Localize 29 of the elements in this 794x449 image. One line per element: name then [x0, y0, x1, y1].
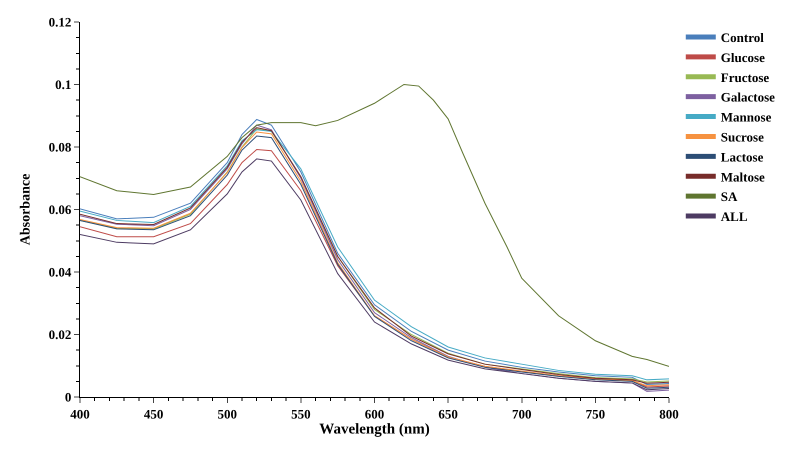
- x-tick-label: 750: [586, 406, 606, 422]
- y-tick-label: 0.12: [48, 14, 72, 30]
- legend-label: Maltose: [720, 169, 766, 184]
- y-axis-title: Absorbance: [18, 174, 34, 246]
- x-tick-label: 500: [218, 406, 237, 422]
- x-tick-label: 400: [70, 406, 90, 422]
- y-tick-label: 0.08: [48, 140, 72, 155]
- legend-label: Mannose: [720, 110, 772, 125]
- x-tick-label: 650: [438, 406, 458, 422]
- legend-label: SA: [720, 189, 738, 204]
- legend-label: Glucose: [720, 50, 766, 65]
- x-tick-label: 600: [364, 406, 384, 422]
- legend-label: ALL: [720, 209, 748, 224]
- x-tick-label: 450: [144, 406, 164, 422]
- legend-label: Fructose: [720, 70, 770, 85]
- line-series: [80, 84, 669, 367]
- legend-label: Sucrose: [720, 130, 764, 145]
- legend-label: Control: [720, 30, 764, 46]
- x-tick-label: 700: [512, 406, 532, 422]
- y-tick-label: 0: [64, 390, 72, 405]
- y-tick-label: 0.1: [55, 77, 72, 92]
- x-axis-title: Wavelength (nm): [319, 422, 430, 438]
- legend-label: Lactose: [720, 149, 764, 164]
- x-tick-label: 800: [659, 406, 679, 422]
- y-tick-label: 0.04: [48, 264, 72, 280]
- y-tick-label: 0.06: [48, 202, 72, 218]
- legend-label: Galactose: [720, 90, 776, 105]
- y-tick-label: 0.02: [48, 327, 72, 342]
- x-tick-label: 550: [291, 406, 311, 422]
